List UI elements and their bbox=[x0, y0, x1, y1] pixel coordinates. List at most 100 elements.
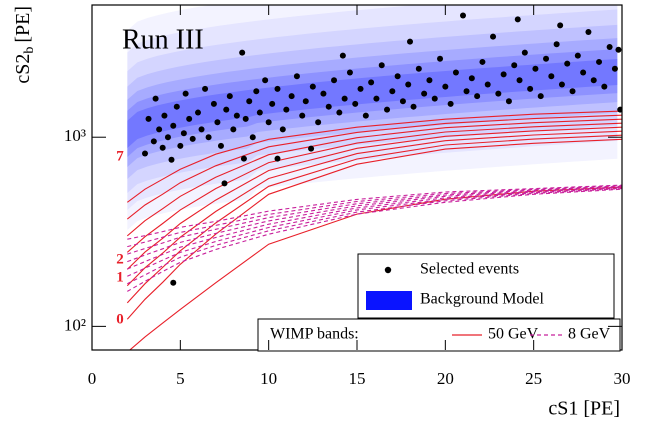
event-point bbox=[514, 16, 521, 23]
background-model-region bbox=[127, 49, 618, 157]
event-point bbox=[596, 58, 603, 65]
event-point bbox=[479, 58, 486, 65]
event-point bbox=[164, 134, 171, 141]
event-point bbox=[170, 122, 177, 129]
event-point bbox=[585, 28, 592, 35]
event-point bbox=[223, 106, 230, 113]
background-model-region bbox=[127, 9, 618, 193]
event-point bbox=[221, 180, 228, 187]
event-point bbox=[452, 69, 459, 76]
y-label-unit: [PE] bbox=[12, 6, 34, 43]
event-point bbox=[180, 130, 187, 137]
wimp-band-line bbox=[127, 185, 622, 248]
event-point bbox=[368, 79, 375, 86]
event-point bbox=[150, 138, 157, 145]
event-point bbox=[293, 73, 300, 80]
event-point bbox=[548, 73, 555, 80]
event-point bbox=[320, 90, 327, 97]
x-tick-label: 30 bbox=[614, 369, 631, 388]
plot-area bbox=[126, 5, 622, 350]
event-point bbox=[302, 98, 309, 105]
wimp-band-line bbox=[127, 187, 622, 277]
x-tick-label: 0 bbox=[88, 369, 97, 388]
event-point bbox=[537, 93, 544, 100]
event-point bbox=[339, 52, 346, 59]
event-point bbox=[253, 88, 260, 95]
band-label: 0 bbox=[116, 311, 124, 327]
event-point bbox=[186, 115, 193, 122]
x-tick-label: 15 bbox=[349, 369, 366, 388]
wimp-band-line bbox=[126, 126, 622, 270]
x-tick-label: 5 bbox=[176, 369, 185, 388]
event-point bbox=[346, 69, 353, 76]
legend-label: Background Model bbox=[420, 291, 545, 308]
event-point bbox=[299, 112, 306, 119]
event-point bbox=[341, 95, 348, 102]
event-point bbox=[182, 90, 189, 97]
event-point bbox=[447, 100, 454, 107]
x-tick-label: 25 bbox=[525, 369, 542, 388]
band-label: 2 bbox=[116, 251, 124, 267]
event-point bbox=[378, 62, 385, 69]
band-label: 7 bbox=[116, 148, 124, 164]
event-point bbox=[309, 83, 316, 90]
event-point bbox=[389, 88, 396, 95]
event-point bbox=[168, 156, 175, 163]
event-point bbox=[384, 106, 391, 113]
event-point bbox=[242, 115, 249, 122]
event-point bbox=[159, 144, 166, 151]
event-point bbox=[274, 85, 281, 92]
event-point bbox=[262, 77, 269, 84]
y-axis-label: cS2b [PE] bbox=[12, 6, 38, 84]
event-point bbox=[240, 155, 247, 162]
event-point bbox=[421, 90, 428, 97]
event-point bbox=[288, 93, 295, 100]
event-point bbox=[495, 90, 502, 97]
event-point bbox=[352, 100, 359, 107]
event-point bbox=[500, 71, 507, 78]
wimp-band-line bbox=[126, 122, 622, 253]
legend-label: WIMP bands: bbox=[270, 326, 359, 343]
legend-label: 8 GeV bbox=[568, 326, 611, 343]
x-axis-label: cS1 [PE] bbox=[548, 398, 620, 420]
y-tick-label: 10³ bbox=[64, 126, 86, 145]
event-point bbox=[558, 81, 565, 88]
event-point bbox=[195, 109, 201, 116]
event-point bbox=[615, 46, 622, 53]
event-point bbox=[490, 33, 497, 40]
background-model-region bbox=[127, 58, 618, 148]
event-point bbox=[460, 12, 466, 19]
wimp-band-line bbox=[126, 118, 622, 237]
event-point bbox=[308, 145, 315, 152]
event-point bbox=[325, 103, 332, 110]
event-point bbox=[606, 43, 613, 50]
event-point bbox=[553, 41, 560, 48]
event-point bbox=[230, 126, 237, 133]
event-point bbox=[315, 119, 322, 126]
event-point bbox=[156, 126, 163, 133]
wimp-band-line bbox=[127, 184, 622, 240]
event-point bbox=[521, 49, 528, 56]
event-point bbox=[431, 95, 438, 102]
y-label-sub: b bbox=[22, 47, 37, 54]
event-point bbox=[574, 52, 581, 59]
event-point bbox=[161, 112, 168, 119]
legend-swatch bbox=[366, 291, 412, 310]
event-point bbox=[511, 62, 518, 69]
event-point bbox=[474, 93, 481, 100]
event-point bbox=[336, 109, 343, 116]
legend-marker bbox=[384, 266, 392, 274]
wimp-band-line bbox=[126, 138, 622, 320]
event-point bbox=[233, 112, 240, 119]
event-point bbox=[557, 22, 564, 29]
legend-label: Selected events bbox=[420, 261, 519, 278]
event-point bbox=[405, 81, 412, 88]
event-point bbox=[532, 65, 539, 72]
background-model-region bbox=[127, 38, 618, 168]
annotation: Run III bbox=[122, 24, 204, 55]
event-point bbox=[226, 93, 233, 100]
event-point bbox=[265, 119, 272, 126]
event-point bbox=[442, 83, 449, 90]
event-point bbox=[279, 126, 286, 133]
